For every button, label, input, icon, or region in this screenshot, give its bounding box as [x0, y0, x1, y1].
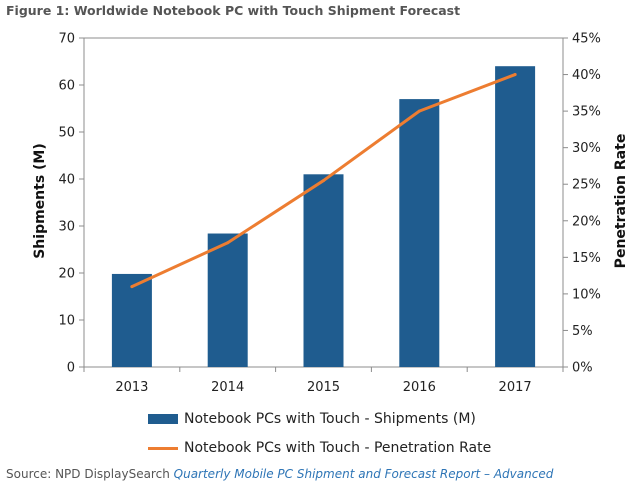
x-tick-label: 2016: [403, 380, 436, 395]
legend-item-penetration: Notebook PCs with Touch - Penetration Ra…: [148, 440, 491, 456]
y-tick-label: 10: [58, 314, 75, 329]
y-tick-label: 70: [58, 32, 75, 47]
y2-tick-label: 35%: [572, 105, 601, 120]
x-tick-label: 2014: [211, 380, 244, 395]
x-tick-label: 2015: [307, 380, 340, 395]
y2-tick-label: 40%: [572, 68, 601, 83]
y-tick-label: 50: [58, 126, 75, 141]
y-axis-title: Shipments (M): [32, 143, 48, 259]
y-tick-label: 0: [67, 361, 75, 376]
y2-tick-label: 10%: [572, 287, 601, 302]
source-report-link[interactable]: Quarterly Mobile PC Shipment and Forecas…: [173, 467, 554, 481]
y2-tick-label: 5%: [572, 324, 593, 339]
bar-2017: [495, 66, 536, 367]
legend-label-shipments: Notebook PCs with Touch - Shipments (M): [184, 411, 476, 427]
y-tick-label: 60: [58, 79, 75, 94]
axis-ticks: 0 10 20 30 40 50 60 70 0% 5% 10% 15% 20% 25% 30% 35% 40%…: [58, 32, 600, 396]
penetration-point-2014: [226, 241, 230, 245]
y2-tick-label: 20%: [572, 214, 601, 229]
legend-bar-swatch: [148, 414, 178, 424]
x-tick-label: 2017: [499, 380, 532, 395]
y2-tick-label: 0%: [572, 361, 593, 376]
x-tick-label: 2013: [115, 380, 148, 395]
y2-tick-label: 30%: [572, 141, 601, 156]
bar-2013: [111, 273, 152, 367]
penetration-point-2016: [417, 109, 421, 113]
source-prefix: Source: NPD DisplaySearch: [6, 467, 170, 481]
figure-title: Figure 1: Worldwide Notebook PC with Tou…: [6, 3, 461, 18]
y2-tick-label: 15%: [572, 251, 601, 266]
bar-series: [111, 66, 536, 367]
line-series: [130, 73, 517, 289]
y2-tick-label: 25%: [572, 178, 601, 193]
legend-line-swatch: [148, 446, 178, 450]
penetration-point-2017: [513, 73, 517, 77]
penetration-point-2015: [322, 179, 325, 183]
y-tick-label: 30: [58, 220, 75, 235]
y-tick-label: 40: [58, 173, 75, 188]
y2-tick-label: 45%: [572, 32, 601, 47]
y-tick-label: 20: [58, 267, 75, 282]
legend-item-shipments: Notebook PCs with Touch - Shipments (M): [148, 411, 476, 427]
penetration-point-2013: [130, 285, 134, 289]
source-note: Source: NPD DisplaySearch Quarterly Mobi…: [6, 467, 553, 481]
legend-label-penetration: Notebook PCs with Touch - Penetration Ra…: [184, 440, 492, 456]
bar-2014: [207, 233, 248, 367]
bar-2016: [399, 99, 440, 367]
y2-axis-title: Penetration Rate: [613, 134, 629, 269]
bar-2015: [303, 174, 344, 367]
